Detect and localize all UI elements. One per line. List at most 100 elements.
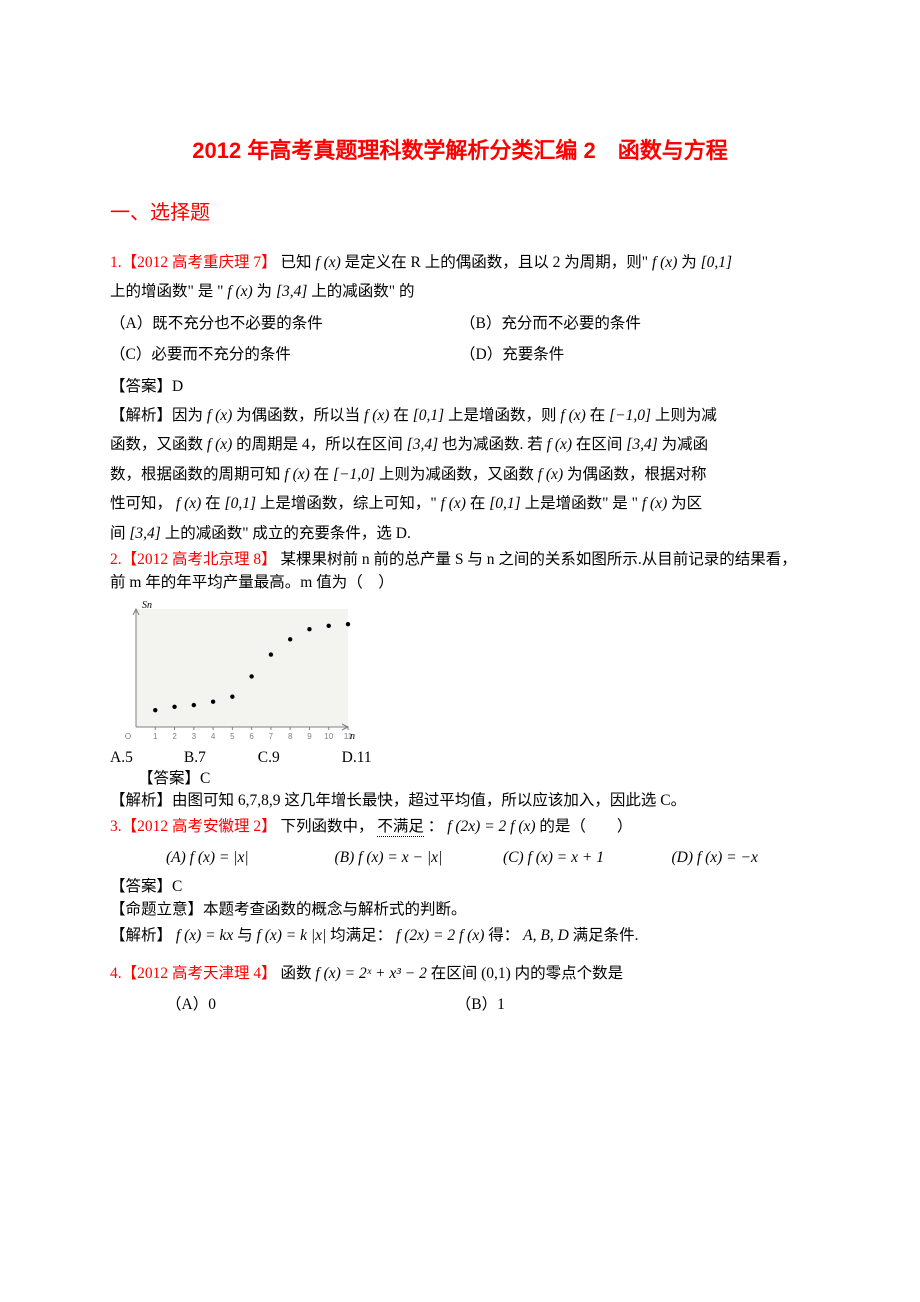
interval: [0,1] — [489, 495, 520, 512]
q1-stem-line2: 上的增函数" 是 " f (x) 为 [3,4] 上的减函数" 的 — [110, 277, 810, 306]
math: f (2x) = 2 f (x) — [447, 818, 535, 835]
q3-options: (A) f (x) = |x| (B) f (x) = x − |x| (C) … — [110, 843, 810, 872]
q3-option-c: (C) f (x) = x + 1 — [503, 843, 642, 872]
q4-source: 4.【2012 高考天津理 4】 — [110, 965, 277, 982]
text-emph: 不满足 — [377, 818, 424, 837]
interval: [0,1] — [701, 254, 732, 271]
svg-text:10: 10 — [324, 732, 333, 741]
text: 函数，又函数 — [110, 436, 207, 453]
q2-source: 2.【2012 高考北京理 8】 — [110, 551, 277, 568]
math: f (x) = k |x| — [257, 927, 327, 944]
q1-expl-line4: 性可知， f (x) 在 [0,1] 上是增函数，综上可知，" f (x) 在 … — [110, 489, 810, 518]
q1-expl-line3: 数，根据函数的周期可知 f (x) 在 [−1,0] 上则为减函数，又函数 f … — [110, 460, 810, 489]
text: 上则为减函数，又函数 — [379, 466, 538, 483]
text: 上的减函数" 的 — [311, 283, 414, 300]
svg-text:2: 2 — [172, 732, 177, 741]
q2-options: A.5 B.7 C.9 D.11 — [110, 747, 810, 769]
text: 得： — [488, 927, 519, 944]
interval: [3,4] — [129, 525, 160, 542]
q4-stem: 4.【2012 高考天津理 4】 函数 f (x) = 2ˣ + x³ − 2 … — [110, 959, 810, 988]
q1-options: （A）既不充分也不必要的条件 （B）充分而不必要的条件 — [110, 309, 810, 338]
svg-text:8: 8 — [288, 732, 293, 741]
math: A, B, D — [523, 927, 569, 944]
label: (C) — [503, 849, 528, 866]
fx: f (x) — [364, 407, 389, 424]
q1-option-b: （B）充分而不必要的条件 — [460, 309, 810, 338]
svg-text:6: 6 — [249, 732, 254, 741]
q1-option-c: （C）必要而不充分的条件 — [110, 340, 460, 369]
q3-intent: 【命题立意】本题考查函数的概念与解析式的判断。 — [110, 898, 810, 921]
text: 在 — [314, 466, 333, 483]
q3-option-b: (B) f (x) = x − |x| — [335, 843, 474, 872]
interval: [−1,0] — [333, 466, 375, 483]
fx: f (x) — [642, 495, 667, 512]
math: f (x) = x − |x| — [358, 849, 442, 866]
fx: f (x) — [284, 466, 309, 483]
text: 已知 — [281, 254, 316, 271]
q4-option-b: （B）1 — [456, 990, 746, 1019]
page-title: 2012 年高考真题理科数学解析分类汇编 2 函数与方程 — [110, 130, 810, 172]
text: 的是（ ） — [539, 818, 632, 835]
text: 【解析】因为 — [110, 407, 207, 424]
text: 【解析】 — [110, 927, 172, 944]
svg-text:O: O — [125, 732, 131, 741]
text: 是定义在 R 上的偶函数，且以 2 为周期，则" — [345, 254, 652, 271]
q1-source: 1.【2012 高考重庆理 7】 — [110, 254, 277, 271]
q3-option-a: (A) f (x) = |x| — [166, 843, 305, 872]
svg-text:5: 5 — [230, 732, 235, 741]
text: 也为减函数. 若 — [442, 436, 547, 453]
text: 为减函 — [662, 436, 709, 453]
q2-option-b: B.7 — [184, 747, 254, 769]
text: 在 — [393, 407, 412, 424]
fx: f (x) — [207, 436, 232, 453]
fx: f (x) — [560, 407, 585, 424]
q1-options: （C）必要而不充分的条件 （D）充要条件 — [110, 340, 810, 369]
text: 下列函数中， — [281, 818, 374, 835]
fx: f (x) — [176, 495, 201, 512]
interval: [0,1] — [225, 495, 256, 512]
svg-text:3: 3 — [192, 732, 197, 741]
text: 上则为减 — [655, 407, 717, 424]
math: f (x) = kx — [176, 927, 233, 944]
fx: f (x) — [441, 495, 466, 512]
q3-source: 3.【2012 高考安徽理 2】 — [110, 818, 277, 835]
fx: f (x) — [652, 254, 677, 271]
text: 函数 — [281, 965, 316, 982]
text: 性可知， — [110, 495, 172, 512]
text: 间 — [110, 525, 129, 542]
text: 为偶函数，所以当 — [236, 407, 364, 424]
fx: f (x) — [315, 254, 340, 271]
text: 上是增函数" 是 " — [525, 495, 642, 512]
text: 在 — [590, 407, 609, 424]
svg-text:4: 4 — [211, 732, 216, 741]
q1-stem-line1: 1.【2012 高考重庆理 7】 已知 f (x) 是定义在 R 上的偶函数，且… — [110, 248, 810, 277]
section-header: 一、选择题 — [110, 194, 810, 232]
label: (A) — [166, 849, 190, 866]
svg-text:n: n — [350, 731, 355, 742]
text: 在区间 (0,1) 内的零点个数是 — [431, 965, 623, 982]
fx: f (x) — [207, 407, 232, 424]
q3-stem: 3.【2012 高考安徽理 2】 下列函数中， 不满足 ： f (2x) = 2… — [110, 812, 810, 841]
fx: f (x) — [227, 283, 252, 300]
q3-answer: 【答案】C — [110, 875, 810, 898]
q2-option-c: C.9 — [258, 747, 338, 769]
text: ： — [428, 818, 444, 835]
interval: [3,4] — [407, 436, 438, 453]
svg-text:Sn: Sn — [142, 600, 152, 611]
math: f (x) = |x| — [190, 849, 249, 866]
math: f (x) = x + 1 — [528, 849, 604, 866]
interval: [−1,0] — [609, 407, 651, 424]
q1-option-d: （D）充要条件 — [460, 340, 810, 369]
text: 为 — [257, 283, 276, 300]
q2-stem: 2.【2012 高考北京理 8】 某棵果树前 n 前的总产量 S 与 n 之间的… — [110, 548, 810, 595]
label: (B) — [335, 849, 359, 866]
label: (D) — [672, 849, 697, 866]
text: 为区 — [671, 495, 702, 512]
text: 数，根据函数的周期可知 — [110, 466, 284, 483]
svg-text:1: 1 — [153, 732, 158, 741]
math: f (2x) = 2 f (x) — [396, 927, 484, 944]
interval: [3,4] — [626, 436, 657, 453]
text: 均满足： — [330, 927, 392, 944]
fx: f (x) — [538, 466, 563, 483]
text: 上的增函数" 是 " — [110, 283, 227, 300]
